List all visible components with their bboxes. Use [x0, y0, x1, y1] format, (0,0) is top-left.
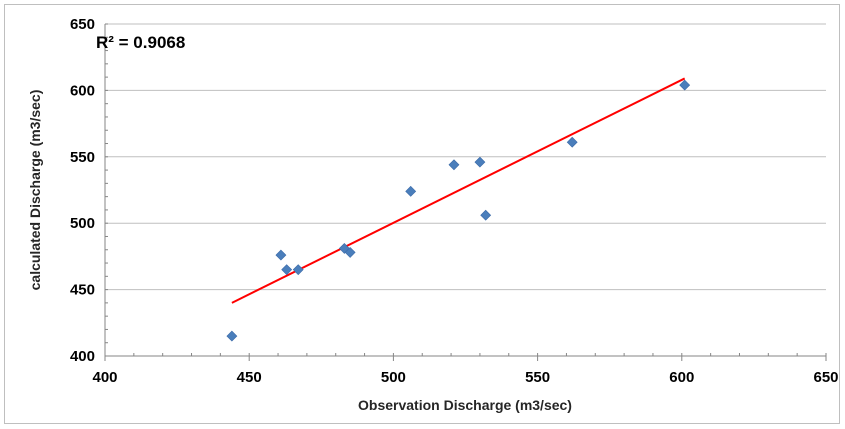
data-point [566, 136, 578, 148]
data-point [480, 209, 492, 221]
y-axis-title: calculated Discharge (m3/sec) [27, 90, 43, 291]
data-point [292, 264, 304, 276]
x-tick-label: 500 [381, 369, 406, 386]
x-tick-labels: 400 450 500 550 600 650 [92, 369, 838, 386]
y-tick-labels: 400 450 500 550 600 650 [70, 16, 95, 365]
x-tick-label: 550 [525, 369, 550, 386]
data-points [226, 79, 691, 342]
data-point [405, 185, 417, 197]
gridlines [105, 23, 826, 291]
data-point [679, 79, 691, 91]
y-tick-label: 550 [70, 149, 95, 166]
r-squared-annotation: R² = 0.9068 [96, 33, 185, 52]
y-tick-label: 600 [70, 82, 95, 99]
axes [104, 23, 827, 361]
y-tick-label: 500 [70, 215, 95, 232]
x-tick-label: 400 [92, 369, 117, 386]
y-tick-label: 450 [70, 282, 95, 299]
x-tick-label: 450 [237, 369, 262, 386]
data-point [344, 246, 356, 258]
data-point [281, 264, 293, 276]
y-tick-label: 650 [70, 16, 95, 33]
trendline-linear [231, 77, 686, 304]
data-point [448, 159, 460, 171]
trendline [231, 77, 686, 304]
data-point [275, 249, 287, 261]
y-tick-label: 400 [70, 348, 95, 365]
x-axis-title: Observation Discharge (m3/sec) [358, 397, 572, 413]
data-point [226, 330, 238, 342]
data-point [474, 156, 486, 168]
x-tick-label: 600 [669, 369, 694, 386]
x-tick-label: 650 [813, 369, 838, 386]
